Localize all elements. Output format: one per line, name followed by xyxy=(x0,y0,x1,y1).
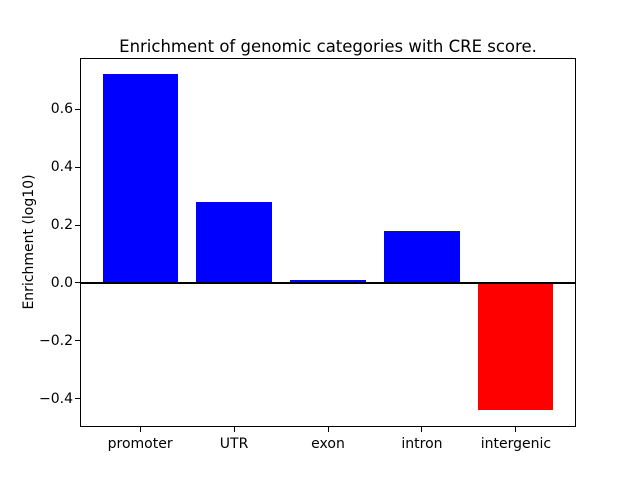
bar-intron xyxy=(384,230,460,283)
y-tick-mark xyxy=(75,108,80,110)
y-tick-mark xyxy=(75,398,80,400)
zero-line xyxy=(80,281,576,284)
x-tick-mark xyxy=(327,427,329,433)
x-tick-mark xyxy=(421,427,423,433)
x-tick-mark xyxy=(139,427,141,433)
bar-intergenic xyxy=(478,282,554,411)
plot-area xyxy=(80,57,576,428)
bar-promoter xyxy=(102,74,178,283)
y-tick-label: 0.6 xyxy=(50,101,73,118)
y-tick-label: 0.4 xyxy=(50,159,73,176)
x-tick-label-promoter: promoter xyxy=(107,436,173,452)
x-tick-label-exon: exon xyxy=(311,436,345,452)
x-tick-mark xyxy=(515,427,517,433)
x-tick-label-UTR: UTR xyxy=(219,436,249,452)
y-tick-mark xyxy=(75,224,80,226)
y-tick-mark xyxy=(75,282,80,284)
x-tick-mark xyxy=(233,427,235,433)
y-tick-label: −0.2 xyxy=(39,332,73,349)
chart-title: Enrichment of genomic categories with CR… xyxy=(119,37,537,56)
bar-exon xyxy=(290,280,366,283)
y-tick-mark xyxy=(75,340,80,342)
x-tick-label-intergenic: intergenic xyxy=(480,436,552,452)
x-tick-label-intron: intron xyxy=(401,436,443,452)
y-tick-label: 0.2 xyxy=(50,217,73,234)
y-tick-label: 0.0 xyxy=(50,274,73,291)
bar-UTR xyxy=(196,201,272,283)
y-tick-label: −0.4 xyxy=(39,390,73,407)
y-tick-mark xyxy=(75,166,80,168)
